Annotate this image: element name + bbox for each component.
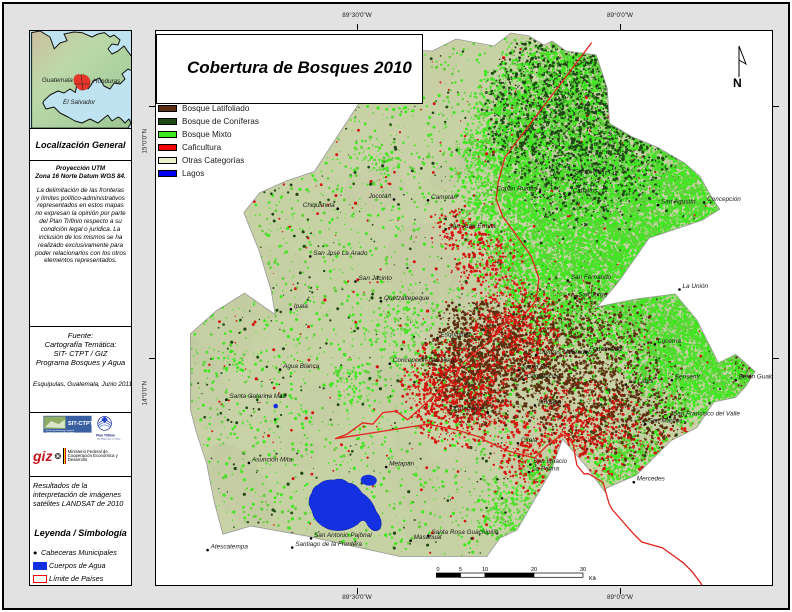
svg-text:Honduras: Honduras <box>93 78 121 85</box>
svg-text:Una Region que se integra: Una Region que se integra <box>97 437 121 440</box>
svg-text:SIT-CTPT: SIT-CTPT <box>68 421 94 427</box>
svg-text:Guatemala: Guatemala <box>42 77 73 84</box>
svg-text:El Salvador: El Salvador <box>63 99 96 106</box>
svg-text:Plan Trifinio: Plan Trifinio <box>96 433 115 437</box>
svg-text:Comision Trinacional Plan Trif: Comision Trinacional Plan Trifinio <box>46 432 74 434</box>
